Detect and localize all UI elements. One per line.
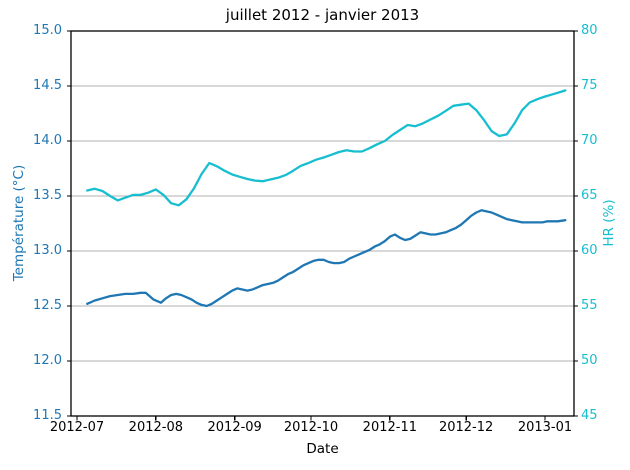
x-axis-tick-label: 2012-12 [438, 420, 494, 435]
humidity-line [86, 89, 567, 207]
x-axis-tick-label: 2012-11 [362, 420, 417, 435]
y-axis-left-tick-label: 14.0 [33, 133, 62, 148]
y-axis-right-tick-label: 75 [581, 78, 598, 93]
y-axis-right-tick-label: 50 [581, 353, 598, 368]
x-axis-tick-label: 2012-08 [128, 420, 183, 435]
plot-area-spines [70, 30, 575, 417]
y-axis-right-tick-label: 60 [581, 243, 598, 258]
x-axis-tick-label: 2013-01 [517, 420, 573, 435]
y-axis-right-tick-label: 55 [581, 298, 598, 313]
y-axis-left-tick-label: 13.0 [33, 243, 62, 258]
y-axis-left-tick-label: 12.5 [33, 298, 62, 313]
y-axis-left-tick-label: 12.0 [33, 353, 62, 368]
x-axis-label: Date [306, 441, 339, 457]
chart-title: juillet 2012 - janvier 2013 [225, 6, 420, 24]
temperature-line [86, 209, 567, 308]
grid-lines [71, 85, 574, 362]
y-axis-left-tick-label: 13.5 [33, 188, 62, 203]
axis-tick-marks [67, 30, 578, 421]
y-axis-right-tick-label: 70 [581, 133, 598, 148]
y-axis-left-tick-label: 15.0 [33, 23, 62, 38]
y-axis-label-right: HR (%) [601, 199, 617, 247]
data-lines [86, 89, 567, 308]
x-axis-tick-label: 2012-09 [207, 420, 262, 435]
x-axis-tick-label: 2012-10 [283, 420, 339, 435]
x-axis-tick-label: 2012-07 [49, 420, 105, 435]
y-axis-right-tick-label: 80 [581, 23, 598, 38]
y-axis-left-tick-label: 11.5 [33, 408, 62, 423]
y-axis-right-tick-label: 45 [581, 408, 598, 423]
y-axis-right-tick-label: 65 [581, 188, 598, 203]
y-axis-label-left: Température (°C) [11, 164, 27, 282]
y-axis-left-tick-label: 14.5 [33, 78, 62, 93]
